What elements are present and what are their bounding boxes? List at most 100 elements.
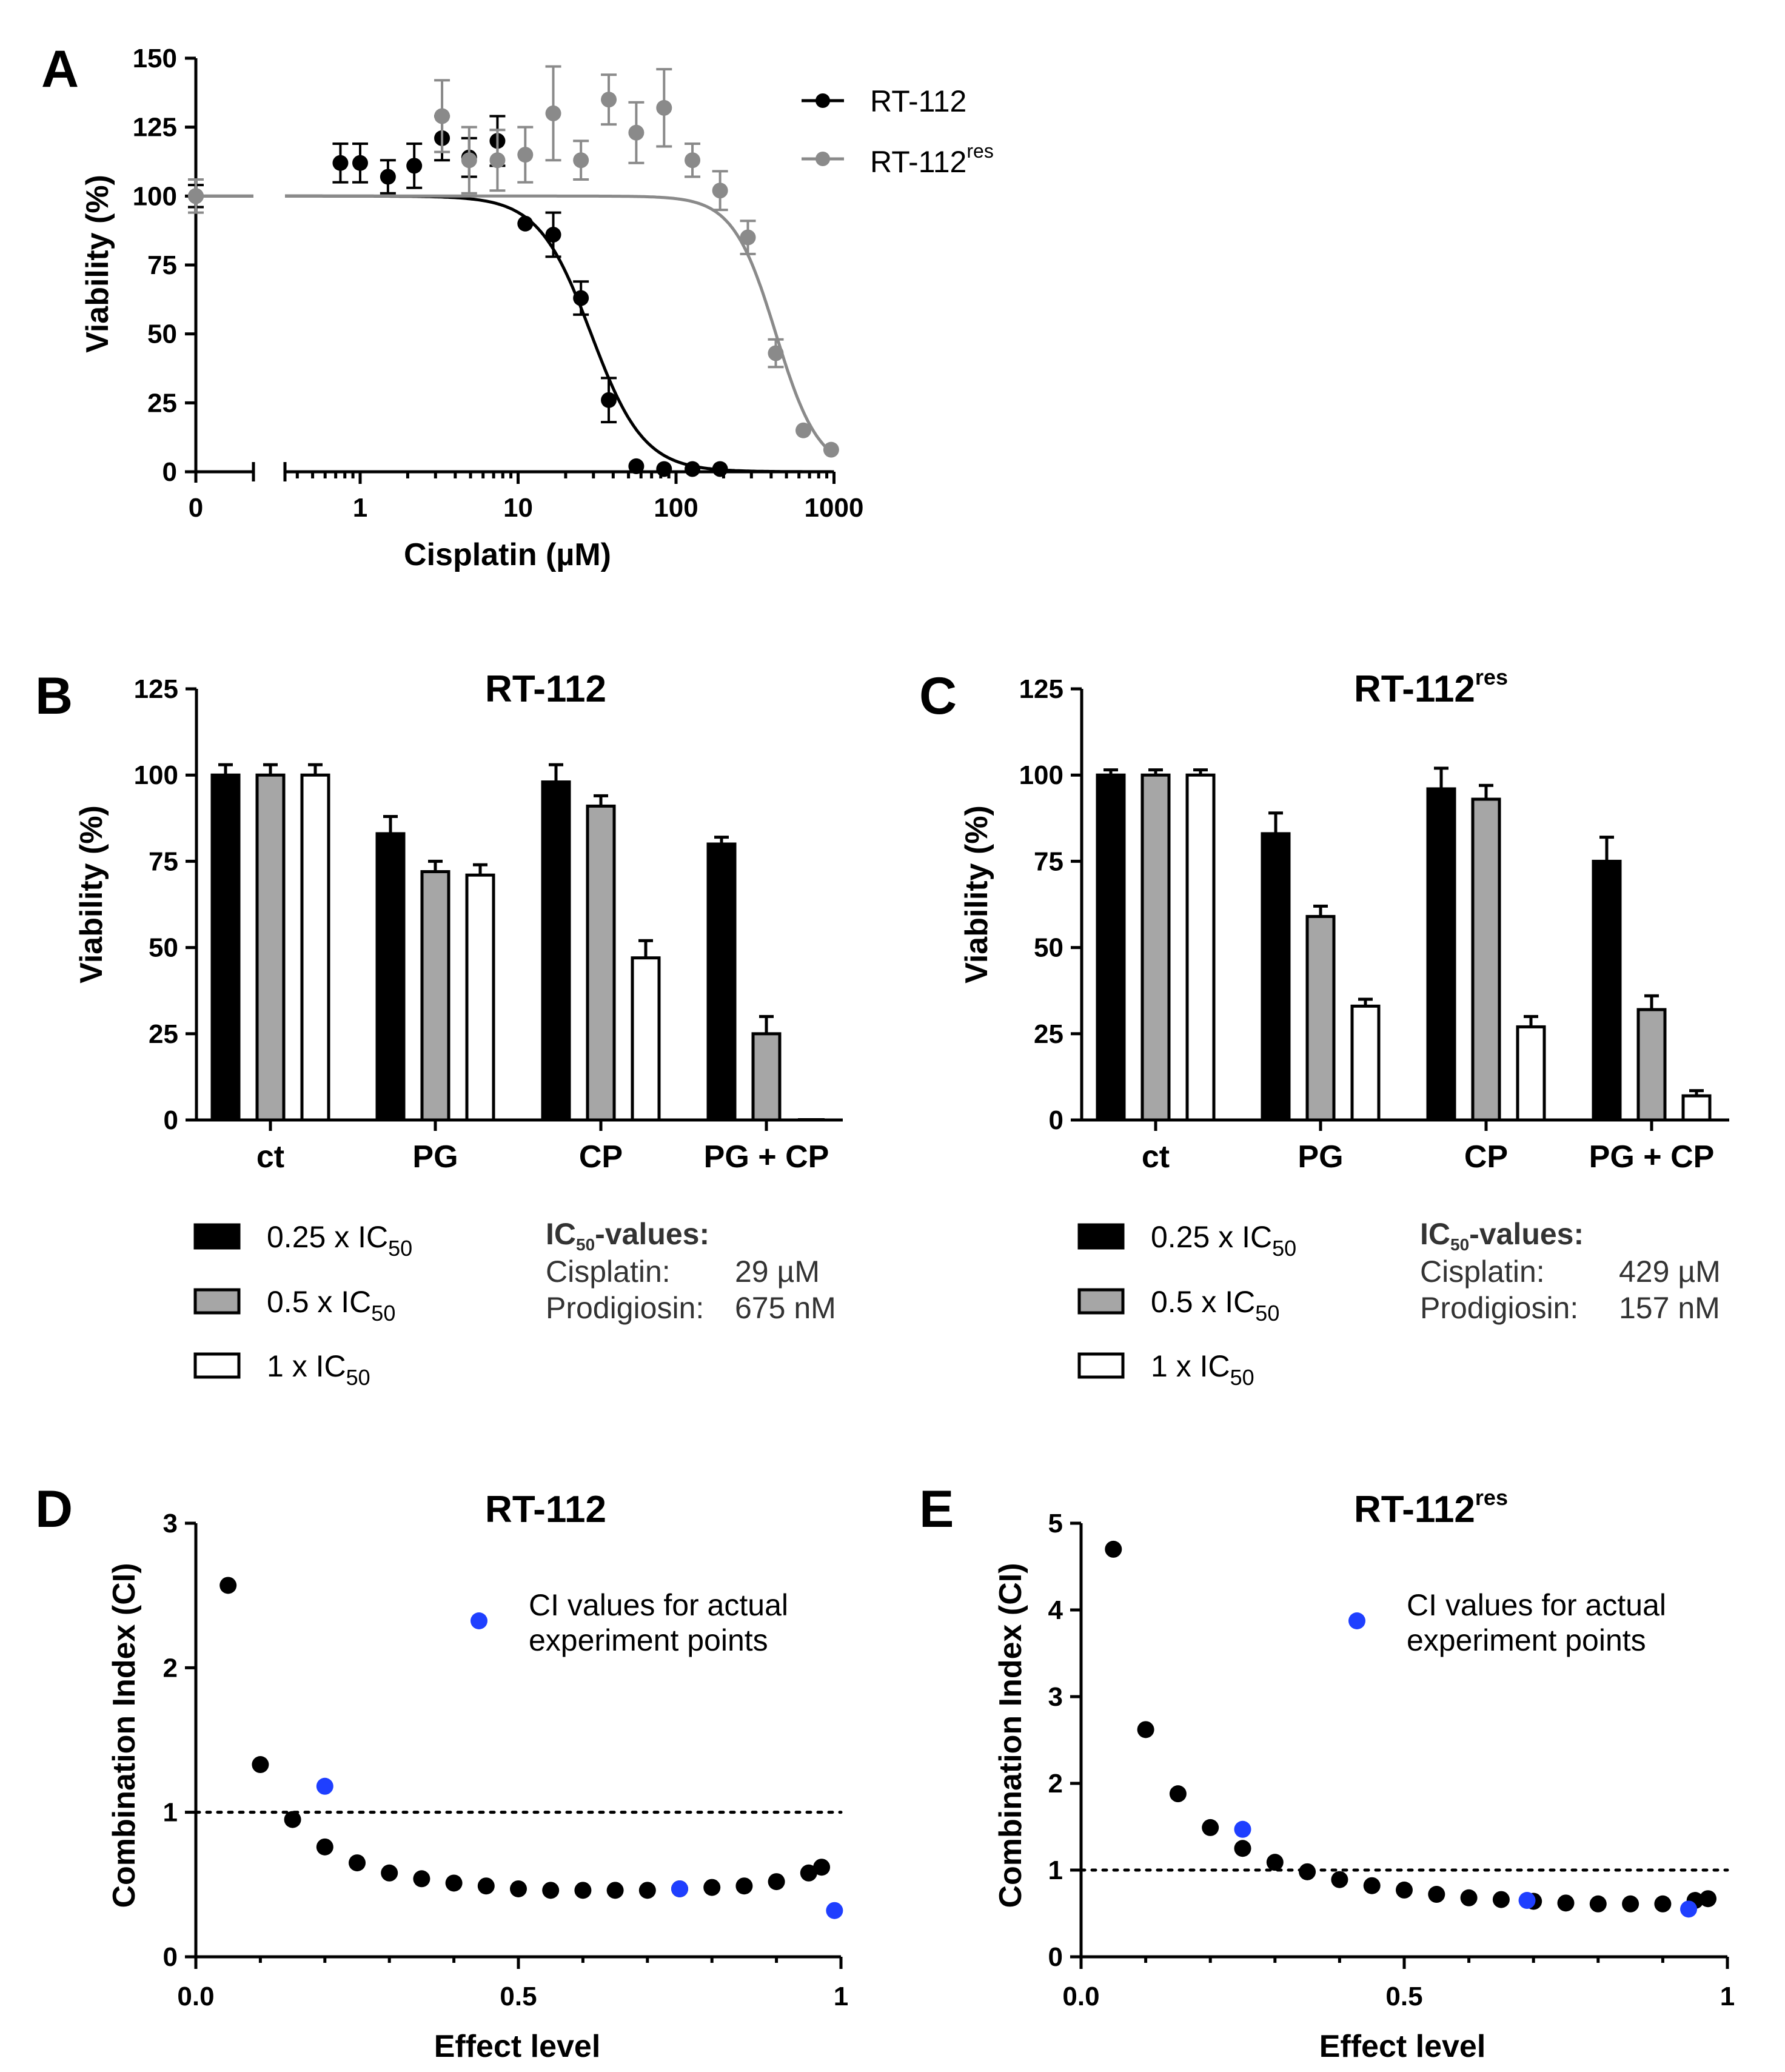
data-point [813, 1859, 831, 1876]
data-point [685, 461, 701, 477]
x-tick-label: ct [256, 1139, 284, 1175]
x-tick-label-zero: 0 [189, 493, 203, 523]
data-point [316, 1777, 333, 1795]
bar [1426, 787, 1456, 1122]
panel-a-legend: RT-112 RT-112res [802, 84, 994, 179]
panel-b: B RT-112 Viability (%) 0 25 50 75 100 125 ct PG… [35, 667, 843, 1390]
legend-swatch-quarter-ic50 [1077, 1223, 1125, 1250]
y-tick-label: 25 [147, 388, 177, 418]
data-point [545, 105, 561, 121]
y-tick-label: 3 [1048, 1682, 1063, 1712]
data-point [477, 1877, 495, 1895]
legend-label-line1: CI values for actual [529, 1588, 788, 1622]
panel-c-legend: 0.25 x IC50 0.5 x IC50 1 x IC50 [1077, 1220, 1296, 1390]
legend-marker-experiment-points [471, 1612, 487, 1629]
data-point [406, 158, 423, 174]
panel-e-axes: 0 1 2 3 4 5 0.0 0.5 1 [1048, 1509, 1735, 2011]
data-point [800, 1864, 817, 1882]
bar [1305, 914, 1336, 1122]
legend-swatch-quarter-ic50 [193, 1223, 241, 1250]
panel-c-y-axis-label: Viability (%) [959, 805, 994, 984]
data-point [573, 152, 589, 169]
data-point [656, 99, 672, 116]
y-tick-label: 0 [163, 1942, 178, 1972]
y-tick-label: 75 [147, 250, 177, 280]
legend-marker-rt112res [815, 152, 830, 166]
panel-d-plot-area [194, 1577, 843, 1919]
y-tick-label: 0 [162, 457, 177, 487]
panel-d-legend: CI values for actual experiment points [471, 1588, 788, 1657]
x-tick-label: 1 [834, 1982, 848, 2011]
data-point [188, 188, 204, 204]
x-tick-label: PG [1298, 1139, 1343, 1175]
bar [1516, 1025, 1546, 1122]
data-point [510, 1880, 527, 1897]
data-point [740, 229, 756, 246]
ic50-cisplatin-value: 29 µM [735, 1255, 820, 1289]
x-tick-label: CP [1464, 1139, 1508, 1175]
data-point [826, 1902, 843, 1919]
data-point [638, 1882, 656, 1899]
legend-label-half-ic50: 0.5 x IC50 [267, 1285, 395, 1326]
series-experiment-points [1234, 1820, 1698, 1918]
panel-e-plot-area [1079, 1540, 1729, 1918]
panel-a-y-axis-label: Viability (%) [80, 175, 115, 353]
bar [210, 773, 241, 1122]
data-point [1234, 1820, 1251, 1838]
bar [300, 773, 330, 1122]
bar [586, 804, 616, 1122]
bar [1681, 1094, 1712, 1122]
panel-c: C RT-112res Viability (%) 0 25 50 75 100 125 c… [919, 665, 1729, 1390]
y-tick-label: 125 [134, 674, 178, 704]
data-point [1299, 1863, 1316, 1880]
x-tick-label: 10 [503, 493, 533, 523]
data-point [823, 441, 839, 458]
bar [1350, 1004, 1381, 1122]
y-tick-label: 50 [149, 933, 178, 963]
legend-swatch-half-ic50 [1077, 1288, 1125, 1315]
panel-letter-e: E [919, 1480, 954, 1538]
y-tick-label: 3 [163, 1509, 178, 1538]
bar [255, 773, 286, 1122]
bar [706, 842, 737, 1122]
y-tick-label: 125 [133, 113, 177, 142]
y-tick-label: 50 [147, 320, 177, 349]
legend-label-full-ic50: 1 x IC50 [1151, 1349, 1254, 1390]
x-tick-label: 1 [353, 493, 367, 523]
data-point [1654, 1895, 1672, 1913]
y-tick-label: 0 [1049, 1105, 1063, 1135]
panel-a-axes: 0 25 50 75 100 125 150 0 1 10 100 1000 [133, 44, 864, 523]
ic50-prodigiosin-value: 157 nM [1619, 1291, 1720, 1325]
legend-marker-rt112 [815, 93, 830, 108]
panel-d-y-axis-label: Combination Index (CI) [107, 1563, 142, 1908]
legend-label-rt112res: RT-112res [870, 140, 994, 179]
data-point [703, 1879, 721, 1896]
y-tick-label: 2 [1048, 1769, 1063, 1799]
bar [1636, 1008, 1667, 1122]
data-point [1700, 1890, 1717, 1908]
y-tick-label: 100 [1019, 760, 1063, 790]
panel-b-axes: 0 25 50 75 100 125 ct PG CP PG + CP [134, 674, 843, 1175]
x-tick-label: ct [1142, 1139, 1170, 1175]
legend-label-quarter-ic50: 0.25 x IC50 [267, 1220, 412, 1261]
y-tick-label: 5 [1048, 1509, 1063, 1538]
data-point [542, 1882, 560, 1899]
data-point [349, 1854, 366, 1872]
data-point [768, 345, 784, 361]
ic50-prodigiosin-label: Prodigiosin: [546, 1291, 704, 1325]
bar [1140, 773, 1171, 1122]
panel-e-x-axis-label: Effect level [1319, 2029, 1486, 2064]
bar [1592, 859, 1622, 1122]
panel-letter-a: A [41, 40, 79, 98]
panel-letter-b: B [35, 667, 73, 725]
panel-letter-d: D [35, 1480, 73, 1538]
panel-letter-c: C [919, 667, 957, 725]
panel-c-ic50-values: IC50-values: Cisplatin: 429 µM Prodigios… [1420, 1217, 1721, 1325]
y-tick-label: 4 [1048, 1595, 1063, 1625]
panel-b-title: RT-112 [485, 668, 606, 710]
data-point [1589, 1895, 1607, 1913]
panel-e-title: RT-112res [1354, 1485, 1508, 1531]
data-point [1105, 1540, 1122, 1558]
data-point [1518, 1892, 1536, 1909]
x-tick-label: 1000 [805, 493, 864, 523]
